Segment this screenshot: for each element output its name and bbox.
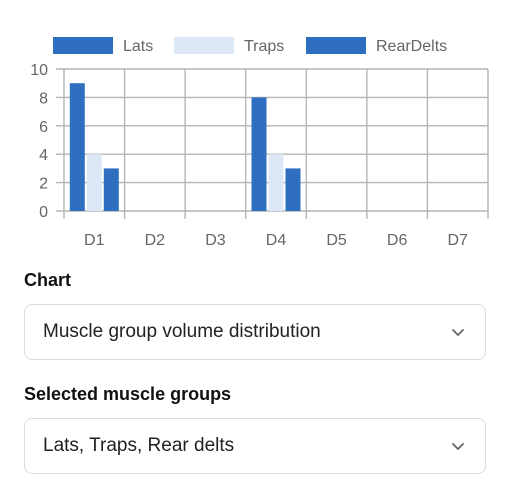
y-tick-label: 6 bbox=[39, 119, 48, 136]
chart-select-value: Muscle group volume distribution bbox=[43, 321, 321, 342]
x-tick-label: D6 bbox=[387, 232, 408, 249]
muscle-groups-select-value: Lats, Traps, Rear delts bbox=[43, 435, 235, 456]
chart-area: 0 2 4 6 8 10 D1 D2 D3 D4 D5 D6 D7 Lats Traps RearDelts bbox=[30, 37, 489, 249]
x-tick-label: D5 bbox=[326, 232, 347, 249]
x-tick-label: D7 bbox=[447, 232, 468, 249]
bar-reardelts bbox=[285, 168, 301, 211]
legend-swatch bbox=[306, 37, 366, 54]
y-tick-label: 8 bbox=[39, 90, 48, 107]
x-tick-label: D4 bbox=[266, 232, 287, 249]
y-tick-label: 0 bbox=[39, 204, 48, 221]
x-tick-label: D3 bbox=[205, 232, 226, 249]
legend-label: Traps bbox=[244, 38, 284, 55]
legend-swatch bbox=[174, 37, 234, 54]
bar-reardelts bbox=[103, 168, 119, 211]
bar-traps bbox=[86, 154, 102, 211]
chevron-down-icon bbox=[452, 329, 464, 336]
chart-label: Chart bbox=[24, 270, 72, 290]
legend-label: Lats bbox=[123, 38, 153, 55]
bar-traps bbox=[268, 154, 284, 211]
y-tick-label: 4 bbox=[39, 147, 48, 164]
legend-swatch bbox=[53, 37, 113, 54]
bar-lats bbox=[69, 83, 85, 211]
bar-lats bbox=[251, 97, 267, 211]
muscle-groups-select[interactable]: Lats, Traps, Rear delts bbox=[24, 418, 486, 474]
y-tick-label: 2 bbox=[39, 176, 48, 193]
y-tick-label: 10 bbox=[30, 62, 48, 79]
x-tick-label: D2 bbox=[145, 232, 166, 249]
chart-select[interactable]: Muscle group volume distribution bbox=[24, 304, 486, 360]
muscle-groups-label: Selected muscle groups bbox=[24, 384, 232, 404]
bar-chart: 0 2 4 6 8 10 D1 D2 D3 D4 D5 D6 D7 Lats Traps RearDelts bbox=[30, 37, 489, 249]
x-tick-label: D1 bbox=[84, 232, 105, 249]
chevron-down-icon bbox=[452, 443, 464, 450]
legend-label: RearDelts bbox=[376, 38, 447, 55]
